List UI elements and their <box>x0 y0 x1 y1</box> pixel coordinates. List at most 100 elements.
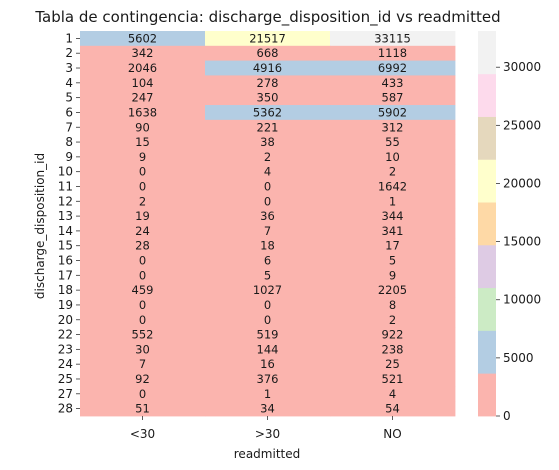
heatmap-cell <box>80 356 206 372</box>
cell-value-label: 21517 <box>249 31 286 45</box>
cell-value-label: 38 <box>260 135 275 149</box>
y-tick-label: 14 <box>58 224 73 238</box>
heatmap-cell <box>330 31 456 47</box>
y-tick-label: 22 <box>58 328 73 342</box>
y-tick-label: 27 <box>58 387 73 401</box>
heatmap-cell <box>205 208 331 224</box>
cell-value-label: 0 <box>139 268 146 282</box>
cell-value-label: 342 <box>132 46 154 60</box>
heatmap-cell <box>80 193 206 210</box>
cell-value-label: 0 <box>139 179 146 193</box>
heatmap-cell <box>205 253 331 269</box>
heatmap-cell <box>330 386 456 402</box>
cell-value-label: 278 <box>257 76 279 90</box>
x-tick-label: >30 <box>255 427 280 441</box>
cell-value-label: 34 <box>260 402 275 416</box>
heatmap-cell <box>80 386 206 402</box>
cell-value-label: 55 <box>385 135 400 149</box>
colorbar-segment <box>478 73 496 117</box>
cell-value-label: 6992 <box>378 61 407 75</box>
heatmap-cell <box>205 164 331 180</box>
cell-value-label: 0 <box>264 179 271 193</box>
cell-value-label: 9 <box>139 150 146 164</box>
cell-value-label: 519 <box>257 328 279 342</box>
cell-value-label: 18 <box>260 239 275 253</box>
cell-value-label: 5 <box>389 254 396 268</box>
heatmap-cell <box>330 45 456 62</box>
heatmap-cell <box>205 238 331 254</box>
colorbar-segment <box>478 31 496 75</box>
heatmap-cell <box>205 297 331 313</box>
cell-value-label: 2 <box>264 150 271 164</box>
heatmap-cell <box>205 401 331 417</box>
cell-value-label: 0 <box>264 194 271 208</box>
heatmap-cell <box>205 327 331 343</box>
colorbar-segment <box>478 330 496 374</box>
heatmap-cell <box>205 105 331 121</box>
heatmap-cell <box>330 253 456 269</box>
heatmap-cell <box>80 60 206 76</box>
cell-value-label: 344 <box>382 209 404 223</box>
heatmap-cell <box>205 134 331 150</box>
heatmap-cell <box>80 149 206 165</box>
colorbar-tick-label: 15000 <box>503 235 541 249</box>
heatmap-cell <box>205 267 331 284</box>
y-tick-label: 19 <box>58 298 73 312</box>
colorbar-tick-label: 20000 <box>503 176 541 190</box>
cell-value-label: 1642 <box>378 179 407 193</box>
heatmap-cell <box>80 297 206 313</box>
heatmap-cell <box>205 60 331 76</box>
heatmap-cell <box>330 134 456 150</box>
cell-value-label: 459 <box>132 283 154 297</box>
heatmap-cell <box>330 179 456 195</box>
y-tick-label: 12 <box>58 194 73 208</box>
heatmap-cell <box>205 149 331 165</box>
x-tick-label: <30 <box>130 427 155 441</box>
heatmap-cell <box>205 119 331 136</box>
y-tick-label: 3 <box>65 61 73 75</box>
colorbar-tick-label: 25000 <box>503 118 541 132</box>
y-axis-label: discharge_disposition_id <box>33 153 47 299</box>
cell-value-label: 5602 <box>128 31 157 45</box>
cell-value-label: 5 <box>264 268 271 282</box>
cell-value-label: 5902 <box>378 105 407 119</box>
heatmap-cell <box>330 208 456 224</box>
cell-value-label: 4916 <box>253 61 282 75</box>
heatmap-cell <box>330 401 456 417</box>
heatmap-cell <box>330 267 456 284</box>
cell-value-label: 0 <box>139 387 146 401</box>
heatmap-cell <box>330 193 456 210</box>
heatmap-cell <box>80 223 206 239</box>
cell-value-label: 8 <box>389 298 396 312</box>
heatmap-cell <box>80 179 206 195</box>
heatmap-cell <box>80 134 206 150</box>
cell-value-label: 1118 <box>378 46 407 60</box>
cell-value-label: 238 <box>382 342 404 356</box>
y-tick-label: 17 <box>58 268 73 282</box>
y-tick-label: 25 <box>58 372 73 386</box>
colorbar-segment <box>478 116 496 160</box>
heatmap-cell <box>205 341 331 358</box>
y-tick-label: 5 <box>65 91 73 105</box>
y-tick-label: 28 <box>58 402 73 416</box>
y-tick-labels: 1234567891011121314151617181920222324252… <box>58 31 80 416</box>
cell-value-label: 4 <box>264 165 271 179</box>
cell-value-label: 25 <box>385 357 400 371</box>
heatmap-cell <box>205 31 331 47</box>
colorbar-segment <box>478 373 496 417</box>
cell-value-label: 1638 <box>128 105 157 119</box>
heatmap-cell <box>330 119 456 136</box>
chart-title: Tabla de contingencia: discharge_disposi… <box>34 8 500 27</box>
heatmap-cell <box>330 149 456 165</box>
cell-value-label: 144 <box>257 342 279 356</box>
heatmap-cell <box>80 75 206 91</box>
colorbar-tick-label: 5000 <box>503 351 534 365</box>
heatmap-cell <box>205 193 331 210</box>
y-tick-label: 10 <box>58 165 73 179</box>
y-tick-label: 9 <box>65 150 73 164</box>
cell-value-label: 247 <box>132 91 154 105</box>
y-tick-label: 7 <box>65 120 73 134</box>
cell-value-label: 6 <box>264 254 271 268</box>
